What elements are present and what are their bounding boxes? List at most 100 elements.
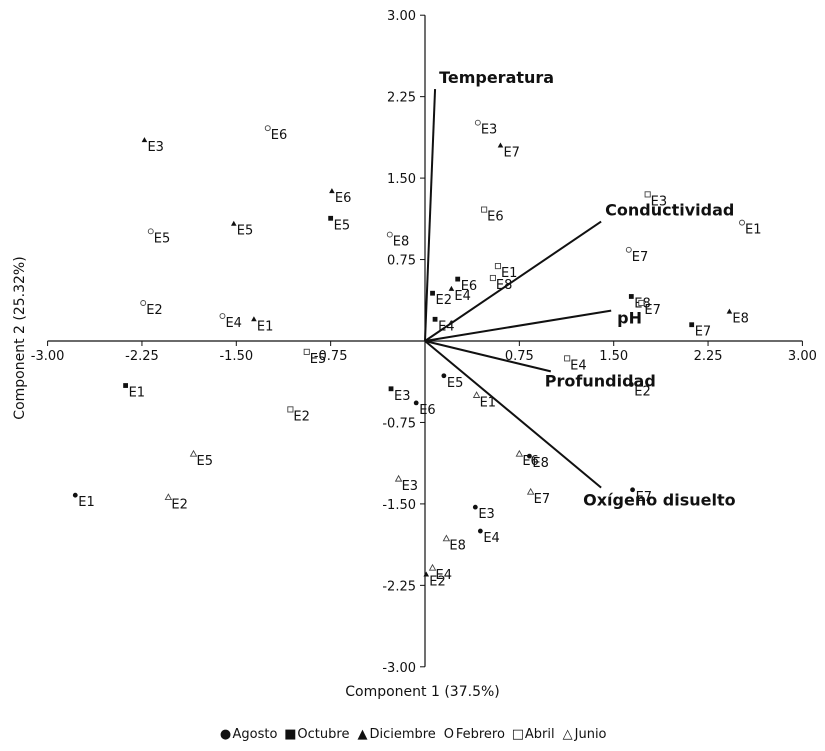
point-marker bbox=[494, 263, 502, 270]
loading-vector bbox=[424, 89, 437, 342]
point-label: E3 bbox=[481, 123, 498, 138]
point-marker bbox=[726, 308, 733, 314]
vector-label: Conductividad bbox=[605, 201, 734, 220]
point-marker bbox=[386, 231, 393, 238]
x-tick-label: -3.00 bbox=[31, 349, 65, 364]
point-marker bbox=[189, 449, 198, 457]
x-tick-label: -2.25 bbox=[125, 349, 159, 364]
y-tick-label: 0.75 bbox=[387, 254, 416, 269]
point-label: E4 bbox=[436, 568, 453, 583]
point-label: E7 bbox=[534, 492, 551, 507]
point-marker bbox=[689, 322, 695, 328]
point-marker bbox=[287, 406, 294, 413]
point-label: E7 bbox=[644, 303, 661, 318]
y-tick-label: 1.50 bbox=[387, 172, 416, 187]
point-marker bbox=[251, 316, 257, 322]
loading-vector bbox=[424, 340, 552, 373]
point-label: E2 bbox=[171, 497, 188, 512]
point-marker bbox=[515, 449, 524, 457]
point-marker bbox=[489, 274, 496, 282]
point-label: E3 bbox=[651, 194, 668, 209]
point-marker bbox=[441, 373, 447, 379]
point-marker bbox=[477, 528, 483, 534]
point-label: E3 bbox=[394, 389, 411, 404]
point-marker bbox=[303, 348, 310, 355]
point-label: E8 bbox=[496, 278, 513, 293]
legend-item: O Febrero bbox=[442, 727, 505, 742]
legend-marker: □ bbox=[511, 727, 525, 742]
point-label: E7 bbox=[503, 146, 519, 161]
legend-label: Octubre bbox=[297, 727, 350, 742]
legend-item: □Abril bbox=[511, 727, 555, 742]
x-tick-label: 2.25 bbox=[694, 349, 723, 364]
point-marker bbox=[628, 294, 634, 299]
legend-item: △ Junio bbox=[561, 727, 607, 742]
point-label: E2 bbox=[146, 303, 163, 318]
x-tick-label: 3.00 bbox=[788, 349, 817, 364]
point-marker bbox=[141, 137, 148, 143]
point-marker bbox=[230, 220, 237, 226]
point-marker bbox=[625, 246, 632, 253]
point-marker bbox=[72, 492, 78, 498]
point-label: E2 bbox=[634, 384, 651, 399]
vector-label: pH bbox=[617, 309, 642, 328]
legend-item: ■Octubre bbox=[283, 727, 349, 742]
point-label: E5 bbox=[154, 231, 171, 246]
point-marker bbox=[394, 474, 403, 482]
point-label: E1 bbox=[480, 395, 497, 410]
point-label: E1 bbox=[129, 386, 146, 401]
point-marker bbox=[474, 119, 481, 126]
y-tick-label: 2.25 bbox=[387, 91, 416, 106]
point-marker bbox=[630, 487, 635, 493]
legend-label: Diciembre bbox=[369, 727, 436, 742]
point-marker bbox=[430, 290, 435, 296]
point-label: E8 bbox=[449, 539, 466, 554]
point-marker bbox=[472, 391, 481, 398]
point-marker bbox=[472, 504, 478, 510]
legend-label: Agosto bbox=[232, 727, 278, 742]
x-tick-label: -1.50 bbox=[219, 349, 253, 364]
point-label: E5 bbox=[334, 218, 351, 233]
point-marker bbox=[628, 382, 634, 387]
point-label: E2 bbox=[429, 574, 446, 589]
legend-item: ▲ Diciembre bbox=[355, 727, 435, 742]
legend-label: Abril bbox=[524, 727, 555, 742]
point-label: E7 bbox=[636, 490, 653, 505]
legend-label: Febrero bbox=[455, 727, 505, 742]
point-label: E6 bbox=[461, 279, 478, 294]
point-label: E1 bbox=[257, 319, 274, 334]
vector-label: Profundidad bbox=[545, 371, 656, 390]
legend-item: ●Agosto bbox=[218, 727, 278, 742]
point-marker bbox=[123, 383, 128, 388]
point-label: E1 bbox=[745, 223, 762, 238]
x-axis-title: Component 1 (37.5%) bbox=[345, 684, 500, 700]
point-marker bbox=[413, 400, 419, 406]
point-marker bbox=[329, 188, 335, 194]
point-label: E4 bbox=[438, 319, 455, 334]
point-label: E8 bbox=[732, 312, 749, 327]
point-marker bbox=[497, 142, 504, 148]
vector-label: Oxígeno disuelto bbox=[583, 491, 736, 510]
point-marker bbox=[638, 299, 645, 307]
point-marker bbox=[432, 316, 438, 322]
x-tick-label: -0.75 bbox=[314, 349, 348, 364]
legend-marker: ■ bbox=[284, 727, 297, 742]
legend-label: Junio bbox=[574, 727, 607, 742]
y-tick-label: -2.25 bbox=[382, 579, 416, 594]
loading-vector bbox=[424, 340, 602, 489]
point-marker bbox=[164, 493, 173, 501]
point-marker bbox=[388, 386, 394, 392]
vector-label: Temperatura bbox=[439, 68, 554, 87]
point-marker bbox=[423, 571, 430, 577]
point-label: E7 bbox=[632, 250, 649, 265]
point-label: E6 bbox=[487, 210, 504, 225]
point-marker bbox=[428, 563, 437, 571]
point-label: E2 bbox=[293, 409, 310, 424]
point-marker bbox=[644, 191, 651, 198]
point-label: E4 bbox=[225, 316, 242, 331]
point-marker bbox=[526, 487, 535, 495]
point-marker bbox=[527, 453, 532, 459]
legend-marker: O bbox=[443, 727, 454, 742]
point-marker bbox=[328, 215, 334, 221]
legend-marker: △ bbox=[562, 727, 573, 742]
